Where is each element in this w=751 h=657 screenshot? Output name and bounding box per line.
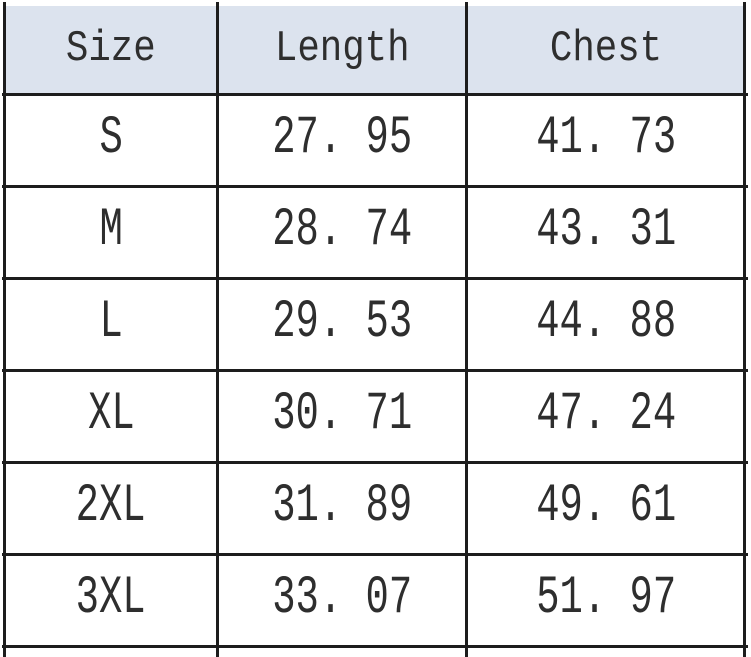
chest-cell: 41. 73 [467,95,745,187]
size-cell: S [4,95,218,187]
chest-value: 44. 88 [536,292,676,353]
chest-value: 43. 31 [536,200,676,261]
chest-value: 41. 73 [536,108,676,169]
size-value: S [99,108,123,169]
chest-cell: 43. 31 [467,187,745,279]
size-cell: L [4,279,218,371]
column-header-label: Chest [549,23,663,74]
size-cell: 3XL [4,555,218,647]
chest-value: 51. 97 [536,568,676,629]
chest-cell: 47. 24 [467,371,745,463]
length-cell: 30. 71 [218,371,467,463]
size-value: 2XL [76,476,146,537]
size-chart-table: Size Length Chest S 27. 95 41. 73 M 28. … [4,6,745,647]
chest-cell: 44. 88 [467,279,745,371]
chest-value: 49. 61 [536,476,676,537]
chest-cell: 51. 97 [467,555,745,647]
length-cell: 31. 89 [218,463,467,555]
length-value: 33. 07 [272,568,413,629]
chest-cell: 49. 61 [467,463,745,555]
size-value: L [99,292,123,353]
length-value: 27. 95 [272,108,413,169]
size-cell: 2XL [4,463,218,555]
column-header-chest: Chest [467,6,745,95]
length-cell: 33. 07 [218,555,467,647]
column-header-label: Length [275,23,410,74]
length-cell: 28. 74 [218,187,467,279]
length-value: 28. 74 [272,200,413,261]
column-header-label: Size [66,23,156,74]
length-value: 31. 89 [272,476,413,537]
chest-value: 47. 24 [536,384,676,445]
column-header-size: Size [4,6,218,95]
length-cell: 29. 53 [218,279,467,371]
length-cell: 27. 95 [218,95,467,187]
length-value: 30. 71 [272,384,413,445]
length-value: 29. 53 [272,292,413,353]
size-value: XL [87,384,135,445]
size-value: 3XL [76,568,146,629]
size-cell: XL [4,371,218,463]
size-value: M [99,200,123,261]
size-cell: M [4,187,218,279]
column-header-length: Length [218,6,467,95]
